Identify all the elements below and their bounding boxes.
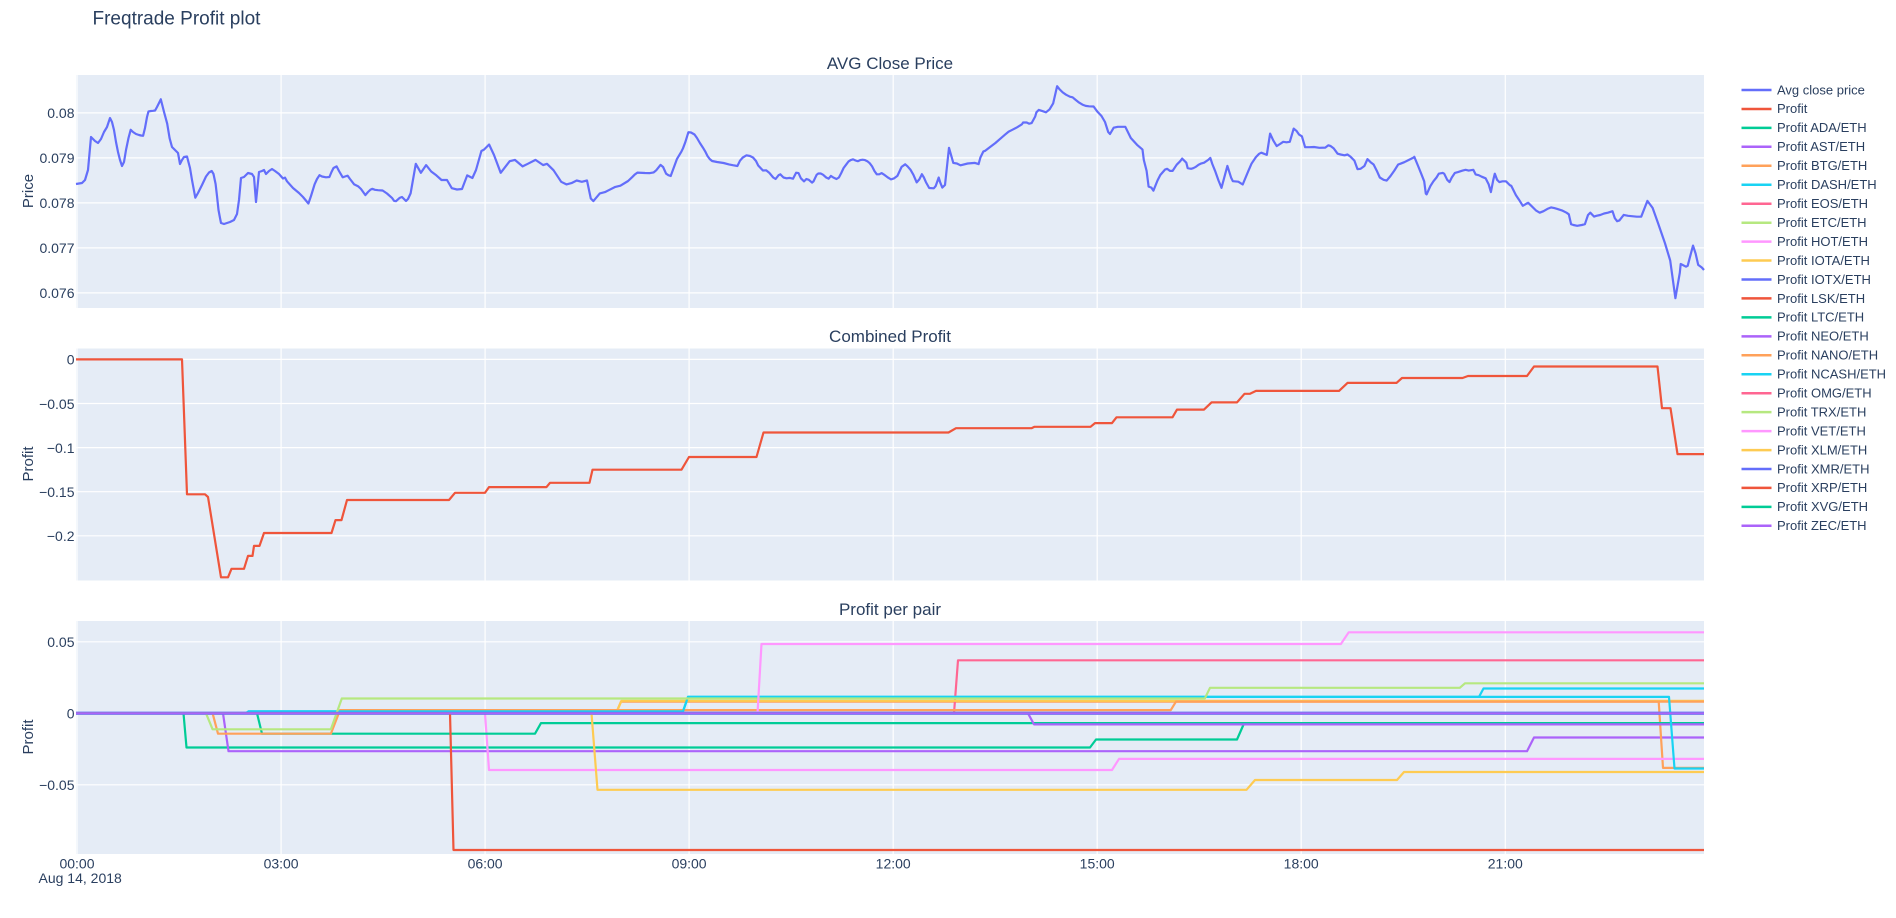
svg-text:Profit BTG/ETH: Profit BTG/ETH xyxy=(1777,158,1867,173)
svg-text:Profit NANO/ETH: Profit NANO/ETH xyxy=(1777,348,1878,363)
svg-text:Profit EOS/ETH: Profit EOS/ETH xyxy=(1777,196,1868,211)
svg-text:Profit XLM/ETH: Profit XLM/ETH xyxy=(1777,442,1867,457)
svg-text:−0.05: −0.05 xyxy=(39,396,75,412)
svg-text:21:00: 21:00 xyxy=(1488,856,1523,872)
svg-text:0.079: 0.079 xyxy=(39,150,74,166)
svg-text:Profit ZEC/ETH: Profit ZEC/ETH xyxy=(1777,518,1867,533)
svg-text:Profit IOTX/ETH: Profit IOTX/ETH xyxy=(1777,272,1871,287)
svg-text:−0.2: −0.2 xyxy=(47,528,75,544)
svg-text:00:00: 00:00 xyxy=(59,856,94,872)
svg-text:Profit NCASH/ETH: Profit NCASH/ETH xyxy=(1777,367,1886,382)
svg-text:Profit XMR/ETH: Profit XMR/ETH xyxy=(1777,461,1869,476)
svg-text:Avg close price: Avg close price xyxy=(1777,82,1865,97)
svg-text:Profit IOTA/ETH: Profit IOTA/ETH xyxy=(1777,253,1870,268)
svg-text:−0.05: −0.05 xyxy=(39,777,75,793)
svg-text:Profit TRX/ETH: Profit TRX/ETH xyxy=(1777,404,1866,419)
svg-text:0.077: 0.077 xyxy=(39,240,74,256)
svg-text:Aug 14, 2018: Aug 14, 2018 xyxy=(39,870,123,886)
svg-text:Profit OMG/ETH: Profit OMG/ETH xyxy=(1777,386,1872,401)
svg-text:Profit HOT/ETH: Profit HOT/ETH xyxy=(1777,234,1868,249)
svg-text:15:00: 15:00 xyxy=(1080,856,1115,872)
svg-text:Profit XRP/ETH: Profit XRP/ETH xyxy=(1777,480,1867,495)
svg-text:03:00: 03:00 xyxy=(264,856,299,872)
svg-text:Profit per pair: Profit per pair xyxy=(839,600,941,619)
svg-text:0: 0 xyxy=(67,706,75,722)
svg-text:0.05: 0.05 xyxy=(47,634,74,650)
svg-text:Profit LSK/ETH: Profit LSK/ETH xyxy=(1777,291,1865,306)
svg-text:Profit: Profit xyxy=(20,446,37,482)
svg-text:Profit XVG/ETH: Profit XVG/ETH xyxy=(1777,499,1868,514)
svg-text:0.078: 0.078 xyxy=(39,195,74,211)
svg-text:12:00: 12:00 xyxy=(876,856,911,872)
svg-text:Profit: Profit xyxy=(1777,101,1808,116)
svg-text:Freqtrade Profit plot: Freqtrade Profit plot xyxy=(93,9,262,30)
svg-text:0.08: 0.08 xyxy=(47,105,74,121)
svg-text:Price: Price xyxy=(20,174,37,208)
svg-text:Profit VET/ETH: Profit VET/ETH xyxy=(1777,423,1866,438)
svg-text:Combined Profit: Combined Profit xyxy=(829,327,951,346)
svg-text:18:00: 18:00 xyxy=(1284,856,1319,872)
svg-text:09:00: 09:00 xyxy=(672,856,707,872)
svg-text:−0.15: −0.15 xyxy=(39,484,75,500)
svg-text:0.076: 0.076 xyxy=(39,285,74,301)
svg-text:−0.1: −0.1 xyxy=(47,440,75,456)
svg-text:Profit LTC/ETH: Profit LTC/ETH xyxy=(1777,310,1864,325)
svg-text:Profit: Profit xyxy=(20,719,37,755)
svg-text:Profit DASH/ETH: Profit DASH/ETH xyxy=(1777,177,1877,192)
svg-text:Profit ETC/ETH: Profit ETC/ETH xyxy=(1777,215,1867,230)
svg-text:0: 0 xyxy=(67,352,75,368)
svg-text:06:00: 06:00 xyxy=(468,856,503,872)
svg-text:Profit AST/ETH: Profit AST/ETH xyxy=(1777,139,1865,154)
svg-text:AVG Close Price: AVG Close Price xyxy=(827,54,953,73)
svg-text:Profit NEO/ETH: Profit NEO/ETH xyxy=(1777,329,1869,344)
svg-text:Profit ADA/ETH: Profit ADA/ETH xyxy=(1777,120,1867,135)
